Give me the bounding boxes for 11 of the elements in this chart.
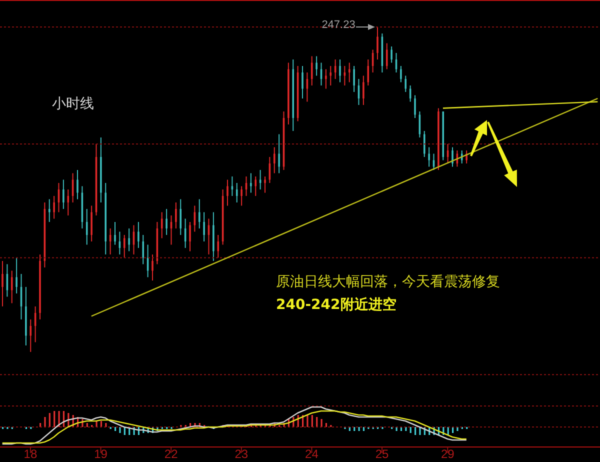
annotation: 247.23 <box>322 18 356 31</box>
x-tick-label: 18 <box>24 447 38 461</box>
x-tick-label: 25 <box>375 447 390 461</box>
text: 小时线 <box>52 95 94 113</box>
x-tick-label: 24 <box>305 447 319 461</box>
x-tick-label: 23 <box>234 447 248 461</box>
x-tick-label: 19 <box>94 447 108 461</box>
annotation: 原油日线大幅回落，今天看震荡修复 <box>276 273 500 291</box>
x-tick-label: 22 <box>164 447 178 461</box>
annotation: 240-242附近进空 <box>276 296 396 314</box>
x-tick-label: 29 <box>440 447 455 461</box>
